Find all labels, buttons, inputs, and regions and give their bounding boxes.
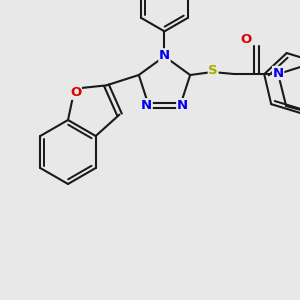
Text: N: N	[141, 99, 152, 112]
Text: N: N	[159, 49, 170, 62]
Text: O: O	[70, 86, 81, 99]
Text: N: N	[177, 99, 188, 112]
Text: S: S	[208, 64, 218, 76]
Text: N: N	[273, 67, 284, 80]
Text: O: O	[241, 32, 252, 46]
